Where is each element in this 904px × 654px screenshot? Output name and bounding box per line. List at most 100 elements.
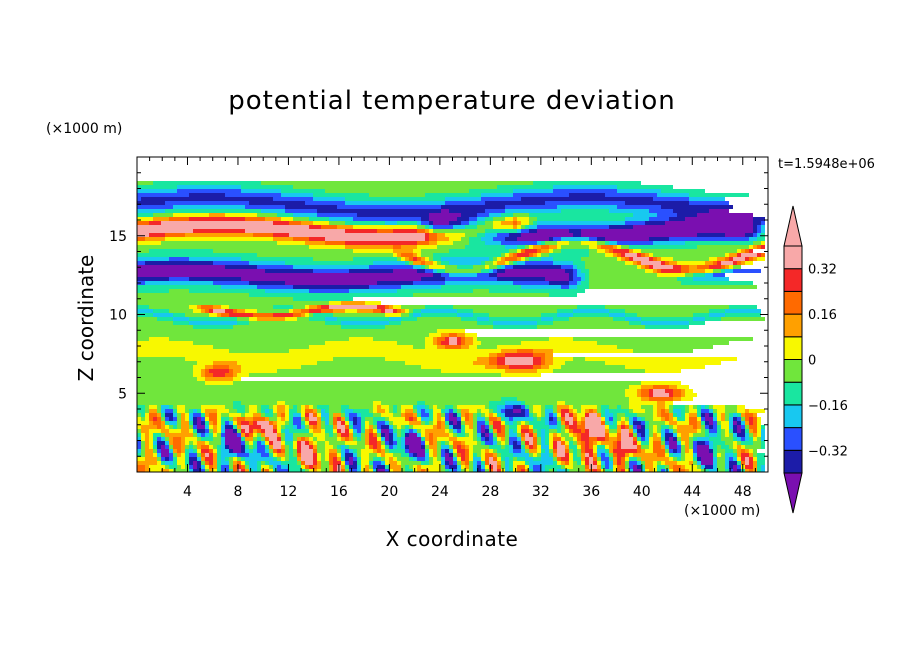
contour-cell bbox=[509, 417, 513, 421]
contour-cell bbox=[493, 261, 497, 265]
contour-cell bbox=[613, 253, 617, 257]
contour-cell bbox=[757, 433, 761, 437]
contour-cell bbox=[409, 257, 413, 261]
contour-cell bbox=[277, 369, 441, 373]
x-tick-label: 24 bbox=[431, 484, 449, 500]
contour-cell bbox=[753, 461, 757, 465]
contour-cell bbox=[501, 413, 505, 417]
contour-cell bbox=[681, 457, 685, 461]
contour-cell bbox=[441, 333, 449, 337]
contour-cell bbox=[477, 409, 481, 413]
contour-cell bbox=[589, 409, 593, 413]
contour-cell bbox=[461, 409, 469, 413]
contour-cell bbox=[485, 229, 517, 233]
contour-cell bbox=[137, 325, 193, 329]
contour-cell bbox=[553, 349, 633, 353]
contour-cell bbox=[525, 225, 529, 229]
contour-cell bbox=[425, 345, 437, 349]
contour-cell bbox=[317, 441, 325, 445]
contour-cell bbox=[401, 453, 409, 457]
contour-cell bbox=[641, 461, 645, 465]
contour-cell bbox=[401, 429, 405, 433]
contour-cell bbox=[457, 469, 461, 472]
contour-cell bbox=[629, 425, 633, 429]
contour-cell bbox=[317, 209, 441, 213]
contour-cell bbox=[157, 405, 161, 409]
contour-cell bbox=[441, 449, 445, 453]
contour-cell bbox=[165, 445, 169, 449]
contour-cell bbox=[521, 249, 525, 253]
contour-cell bbox=[717, 449, 725, 453]
contour-cell bbox=[673, 425, 677, 429]
contour-cell bbox=[365, 469, 369, 472]
contour-cell bbox=[641, 425, 645, 429]
contour-cell bbox=[657, 409, 661, 413]
contour-cell bbox=[385, 437, 389, 441]
contour-cell bbox=[269, 421, 273, 425]
contour-cell bbox=[625, 317, 641, 321]
contour-cell bbox=[225, 309, 233, 313]
contour-cell bbox=[477, 425, 481, 429]
contour-cell bbox=[293, 237, 309, 241]
contour-cell bbox=[453, 425, 461, 429]
contour-cell bbox=[137, 297, 293, 301]
contour-cell bbox=[421, 253, 433, 257]
contour-cell bbox=[325, 237, 425, 241]
contour-cell bbox=[277, 457, 281, 461]
contour-cell bbox=[601, 405, 609, 409]
contour-cell bbox=[417, 317, 461, 321]
contour-cell bbox=[757, 469, 761, 472]
contour-cell bbox=[609, 425, 617, 429]
contour-cell bbox=[437, 261, 441, 265]
contour-cell bbox=[249, 449, 253, 453]
contour-cell bbox=[213, 437, 221, 441]
contour-cell bbox=[489, 409, 493, 413]
x-axis-ticks: 4 8 12 16 20 24 28 32 36 40 44 48 bbox=[149, 157, 756, 500]
contour-cell bbox=[701, 465, 705, 469]
contour-cell bbox=[261, 425, 273, 429]
contour-cell bbox=[613, 317, 625, 321]
contour-cell bbox=[277, 429, 281, 433]
contour-cell bbox=[757, 257, 765, 261]
contour-cell bbox=[653, 465, 657, 469]
contour-cell bbox=[477, 469, 481, 472]
contour-cell bbox=[425, 337, 433, 341]
contour-cell bbox=[481, 433, 485, 437]
contour-cell bbox=[345, 229, 377, 233]
contour-cell bbox=[705, 317, 721, 321]
contour-cell bbox=[445, 429, 449, 433]
contour-cell bbox=[421, 277, 445, 281]
contour-cell bbox=[385, 421, 389, 425]
contour-cell bbox=[253, 441, 257, 445]
contour-cell bbox=[557, 309, 573, 313]
contour-cell bbox=[509, 433, 517, 437]
contour-cell bbox=[345, 413, 349, 417]
contour-cell bbox=[609, 433, 617, 437]
contour-cell bbox=[737, 425, 741, 429]
contour-cell bbox=[465, 465, 469, 469]
contour-cell bbox=[137, 441, 141, 445]
contour-cell bbox=[433, 413, 437, 417]
contour-cell bbox=[729, 425, 733, 429]
contour-cell bbox=[257, 405, 261, 409]
contour-cell bbox=[309, 465, 313, 469]
contour-cell bbox=[425, 229, 429, 233]
contour-cell bbox=[697, 453, 713, 457]
contour-cell bbox=[469, 457, 473, 461]
contour-cell bbox=[161, 433, 165, 437]
contour-cell bbox=[517, 429, 521, 433]
contour-cell bbox=[577, 421, 581, 425]
contour-cell bbox=[437, 241, 453, 245]
contour-cell bbox=[241, 277, 421, 281]
contour-cell bbox=[669, 405, 673, 409]
contour-cell bbox=[285, 421, 289, 425]
contour-cell bbox=[145, 469, 149, 472]
contour-cell bbox=[429, 449, 433, 453]
contour-cell bbox=[529, 257, 541, 261]
contour-cell bbox=[621, 253, 625, 257]
contour-cell bbox=[425, 409, 429, 413]
contour-cell bbox=[617, 413, 625, 417]
contour-cell bbox=[305, 413, 309, 417]
contour-cell bbox=[589, 429, 605, 433]
contour-cell bbox=[185, 461, 189, 465]
